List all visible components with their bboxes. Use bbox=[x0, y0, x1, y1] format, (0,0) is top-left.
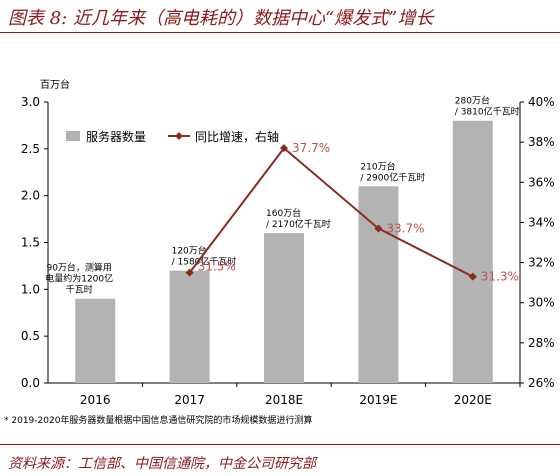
left-tick-label: 0.5 bbox=[21, 329, 40, 343]
bar-annotation: 120万台 bbox=[172, 245, 207, 257]
x-tick-label: 2018E bbox=[265, 393, 303, 407]
bar bbox=[264, 233, 304, 383]
growth-marker bbox=[374, 224, 383, 233]
right-tick-label: 40% bbox=[528, 95, 555, 109]
right-tick-label: 28% bbox=[528, 336, 555, 350]
x-tick-label: 2020E bbox=[454, 393, 492, 407]
growth-data-label: 31.3% bbox=[481, 270, 519, 284]
chart-title: 图表 8: 近几年来（高电耗的）数据中心“爆发式”增长 bbox=[8, 8, 434, 29]
right-tick-label: 36% bbox=[528, 175, 555, 189]
left-tick-label: 2.5 bbox=[21, 142, 40, 156]
growth-line bbox=[188, 146, 474, 278]
x-tick-label: 2016 bbox=[80, 393, 111, 407]
right-tick-label: 38% bbox=[528, 135, 555, 149]
bar-annotation: 电量约为1200亿 bbox=[45, 273, 113, 285]
bar-annotation: 160万台 bbox=[266, 207, 301, 219]
footer-divider bbox=[0, 444, 560, 445]
left-tick-label: 3.0 bbox=[21, 95, 40, 109]
right-tick-label: 30% bbox=[528, 296, 555, 310]
left-tick-label: 1.0 bbox=[21, 282, 40, 296]
left-axis-unit: 百万台 bbox=[40, 80, 70, 91]
growth-data-label: 31.5% bbox=[198, 260, 236, 274]
bar bbox=[358, 186, 399, 383]
bar-annotation: / 2900亿千瓦时 bbox=[360, 171, 425, 183]
growth-marker bbox=[468, 272, 477, 281]
right-tick-label: 26% bbox=[528, 376, 555, 390]
left-tick-label: 2.0 bbox=[21, 189, 40, 203]
legend-label-bars: 服务器数量 bbox=[86, 129, 146, 144]
chart-canvas: 0.0 0.5 1.0 1.5 2.0 2.5 3.0 26% 28% 30% 32% 34% 36% 3… bbox=[21, 95, 555, 407]
left-tick-label: 1.5 bbox=[21, 236, 40, 250]
title-divider bbox=[0, 32, 560, 33]
bar-annotation: 210万台 bbox=[360, 160, 395, 172]
legend-marker-line bbox=[175, 132, 183, 140]
legend-label-line: 同比增速，右轴 bbox=[195, 129, 279, 144]
bar bbox=[169, 270, 210, 383]
growth-marker bbox=[280, 144, 288, 153]
legend-swatch-bars bbox=[66, 131, 80, 141]
x-tick-label: 2019E bbox=[359, 393, 397, 407]
bar bbox=[452, 120, 493, 383]
bar-annotation: / 2170亿千瓦时 bbox=[266, 218, 331, 230]
x-tick-label: 2017 bbox=[174, 393, 205, 407]
source-note: 资料来源：工信部、中国信通院，中金公司研究部 bbox=[8, 456, 316, 472]
bar-annotation: 90万台，测算用 bbox=[46, 262, 111, 274]
bar-annotation: / 3810亿千瓦时 bbox=[455, 106, 520, 118]
bar-annotation: 280万台 bbox=[455, 95, 490, 107]
right-tick-label: 34% bbox=[528, 215, 555, 229]
left-tick-label: 0.0 bbox=[21, 376, 40, 390]
growth-data-label: 37.7% bbox=[292, 141, 330, 155]
footnote: * 2019-2020年服务器数量根据中国信息通信研究院的市场规模数据进行测算 bbox=[4, 416, 313, 426]
bar bbox=[75, 298, 116, 383]
bar-annotation: / 1580亿千瓦时 bbox=[172, 256, 237, 268]
right-tick-label: 32% bbox=[528, 256, 555, 270]
bar-annotation: 千瓦时 bbox=[66, 284, 93, 296]
growth-data-label: 33.7% bbox=[386, 221, 424, 235]
growth-marker bbox=[185, 268, 194, 277]
